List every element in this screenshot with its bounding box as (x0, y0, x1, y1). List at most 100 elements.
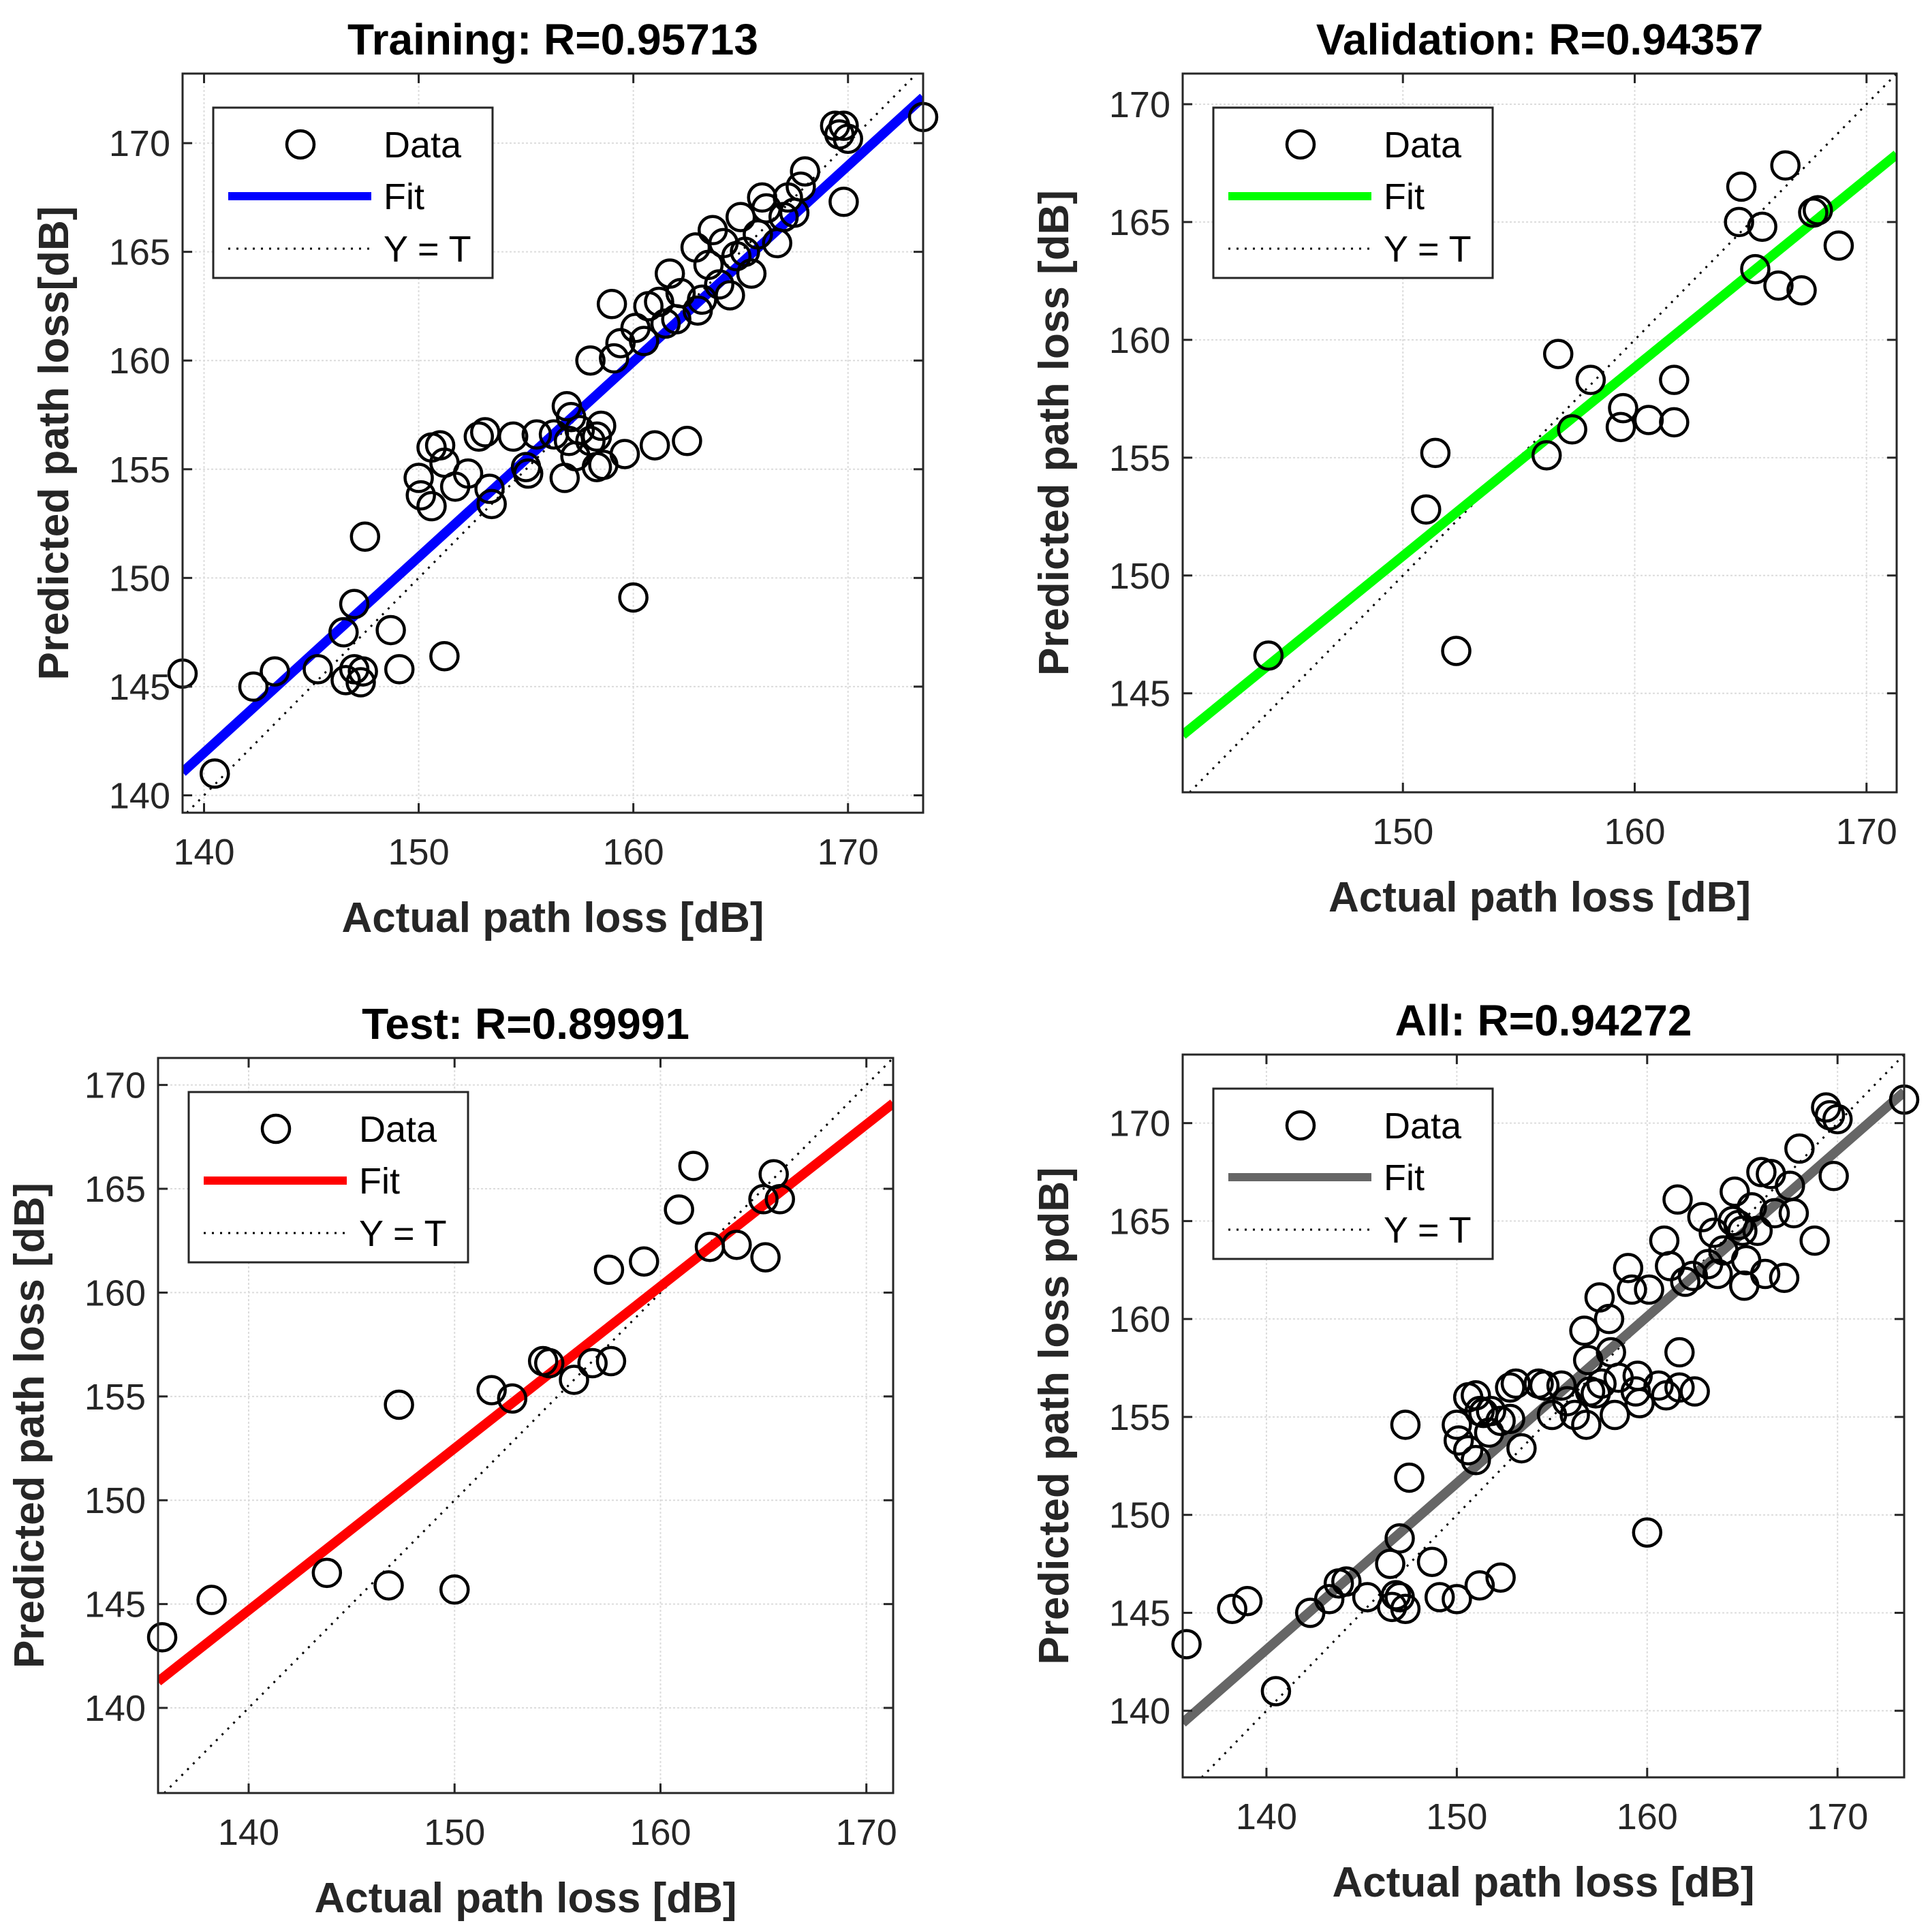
data-point (513, 458, 544, 489)
data-point (521, 419, 553, 450)
data-point (1643, 1370, 1674, 1401)
data-point (609, 439, 640, 469)
data-point (596, 289, 627, 320)
axes-frame (1181, 72, 1898, 794)
y-tick-label: 160 (1109, 1299, 1170, 1340)
identity-line (186, 74, 918, 813)
data-point (786, 171, 816, 202)
chart-title: All: R=0.94272 (1395, 996, 1692, 1045)
data-point (715, 280, 745, 311)
data-point (1390, 1593, 1421, 1624)
identity-line (164, 1058, 893, 1793)
data-point (586, 410, 617, 441)
data-point (577, 1347, 608, 1379)
data-point (1702, 1258, 1733, 1290)
y-tick-label: 140 (109, 775, 170, 816)
data-point (302, 654, 333, 685)
y-tick-label: 155 (1109, 438, 1170, 479)
data-point (595, 1345, 627, 1377)
data-point (1394, 1462, 1425, 1493)
panel-all: 140 150 160 170 140 145 150 155 160 165 170 All: R=… (1031, 996, 1920, 1906)
x-tick-label: 150 (388, 832, 450, 873)
data-point (452, 458, 484, 489)
data-point (664, 1194, 694, 1225)
axes-frame (157, 1057, 895, 1794)
data-point (403, 463, 434, 493)
data-point (1506, 1433, 1537, 1464)
x-tick-label: 170 (1807, 1796, 1868, 1837)
data-point (1559, 1399, 1590, 1431)
data-point (200, 758, 230, 789)
data-point (1726, 171, 1757, 202)
panel-training: 140 150 160 170 140 145 150 155 160 165 170 Trainin… (31, 15, 939, 941)
x-tick-label: 170 (1836, 811, 1897, 852)
data-point (1786, 275, 1817, 306)
data-point (1217, 1593, 1247, 1624)
data-point (463, 421, 495, 452)
data-point (1823, 230, 1854, 261)
x-axis-label: Actual path loss [dB] (314, 1875, 736, 1922)
data-point (704, 269, 734, 300)
data-point (672, 426, 702, 456)
data-point (1608, 392, 1638, 424)
data-point (1747, 211, 1777, 243)
data-point (559, 1365, 589, 1395)
legend: Data Fit Y = T (1212, 1087, 1494, 1260)
data-point (1557, 414, 1587, 445)
data-point (1529, 1370, 1560, 1401)
legend-label-identity: Y = T (1384, 229, 1472, 270)
data-point (1750, 1258, 1781, 1290)
data-point (1575, 364, 1606, 395)
data-point (1822, 1104, 1853, 1135)
data-point (1571, 1409, 1602, 1440)
x-tick-label: 160 (603, 832, 664, 873)
data-point (1171, 1629, 1202, 1660)
data-point (347, 656, 378, 687)
data-point (665, 278, 696, 309)
y-axis-label: Predicted path loss [dB] (1031, 190, 1078, 676)
legend-label-identity: Y = T (1384, 1210, 1472, 1251)
y-tick-label: 160 (84, 1273, 146, 1313)
y-tick-label: 170 (84, 1065, 146, 1106)
data-point (1441, 636, 1472, 666)
data-point (349, 521, 381, 552)
data-point (1377, 1591, 1408, 1623)
data-point (1390, 1409, 1421, 1440)
data-point (1687, 1202, 1718, 1232)
x-tick-label: 140 (1236, 1796, 1297, 1837)
data-point (1662, 1184, 1693, 1215)
legend-label-data: Data (359, 1109, 437, 1150)
y-tick-label: 165 (1109, 202, 1170, 243)
data-point (1634, 1274, 1664, 1305)
legend-data-marker (285, 129, 316, 160)
data-point (1617, 1274, 1647, 1305)
x-tick-label: 140 (173, 832, 234, 873)
data-point (476, 488, 507, 520)
data-point (146, 1622, 178, 1653)
legend-label-identity: Y = T (384, 229, 471, 270)
data-point (1679, 1376, 1710, 1407)
x-tick-label: 150 (1372, 811, 1433, 852)
data-point (1633, 405, 1664, 435)
data-point (1531, 440, 1562, 471)
axes-frame (181, 72, 924, 814)
y-tick-label: 150 (84, 1480, 146, 1521)
data-point (1476, 1396, 1506, 1427)
y-tick-label: 155 (1109, 1397, 1170, 1438)
data-point (564, 415, 595, 446)
legend: Data Fit Y = T (187, 1091, 469, 1264)
legend: Data Fit Y = T (1212, 106, 1494, 279)
data-point (474, 473, 505, 504)
data-point (1495, 1403, 1525, 1435)
y-tick-label: 145 (1109, 1593, 1170, 1634)
data-point (497, 421, 529, 452)
data-point (1720, 1177, 1750, 1207)
y-tick-label: 155 (109, 450, 170, 490)
legend-label-data: Data (1384, 1106, 1462, 1147)
legend-label-fit: Fit (384, 176, 424, 217)
data-point (748, 1184, 779, 1215)
y-tick-label: 145 (84, 1585, 146, 1625)
data-point (1586, 1368, 1617, 1399)
data-point (750, 1242, 781, 1273)
data-point (1632, 1517, 1663, 1548)
